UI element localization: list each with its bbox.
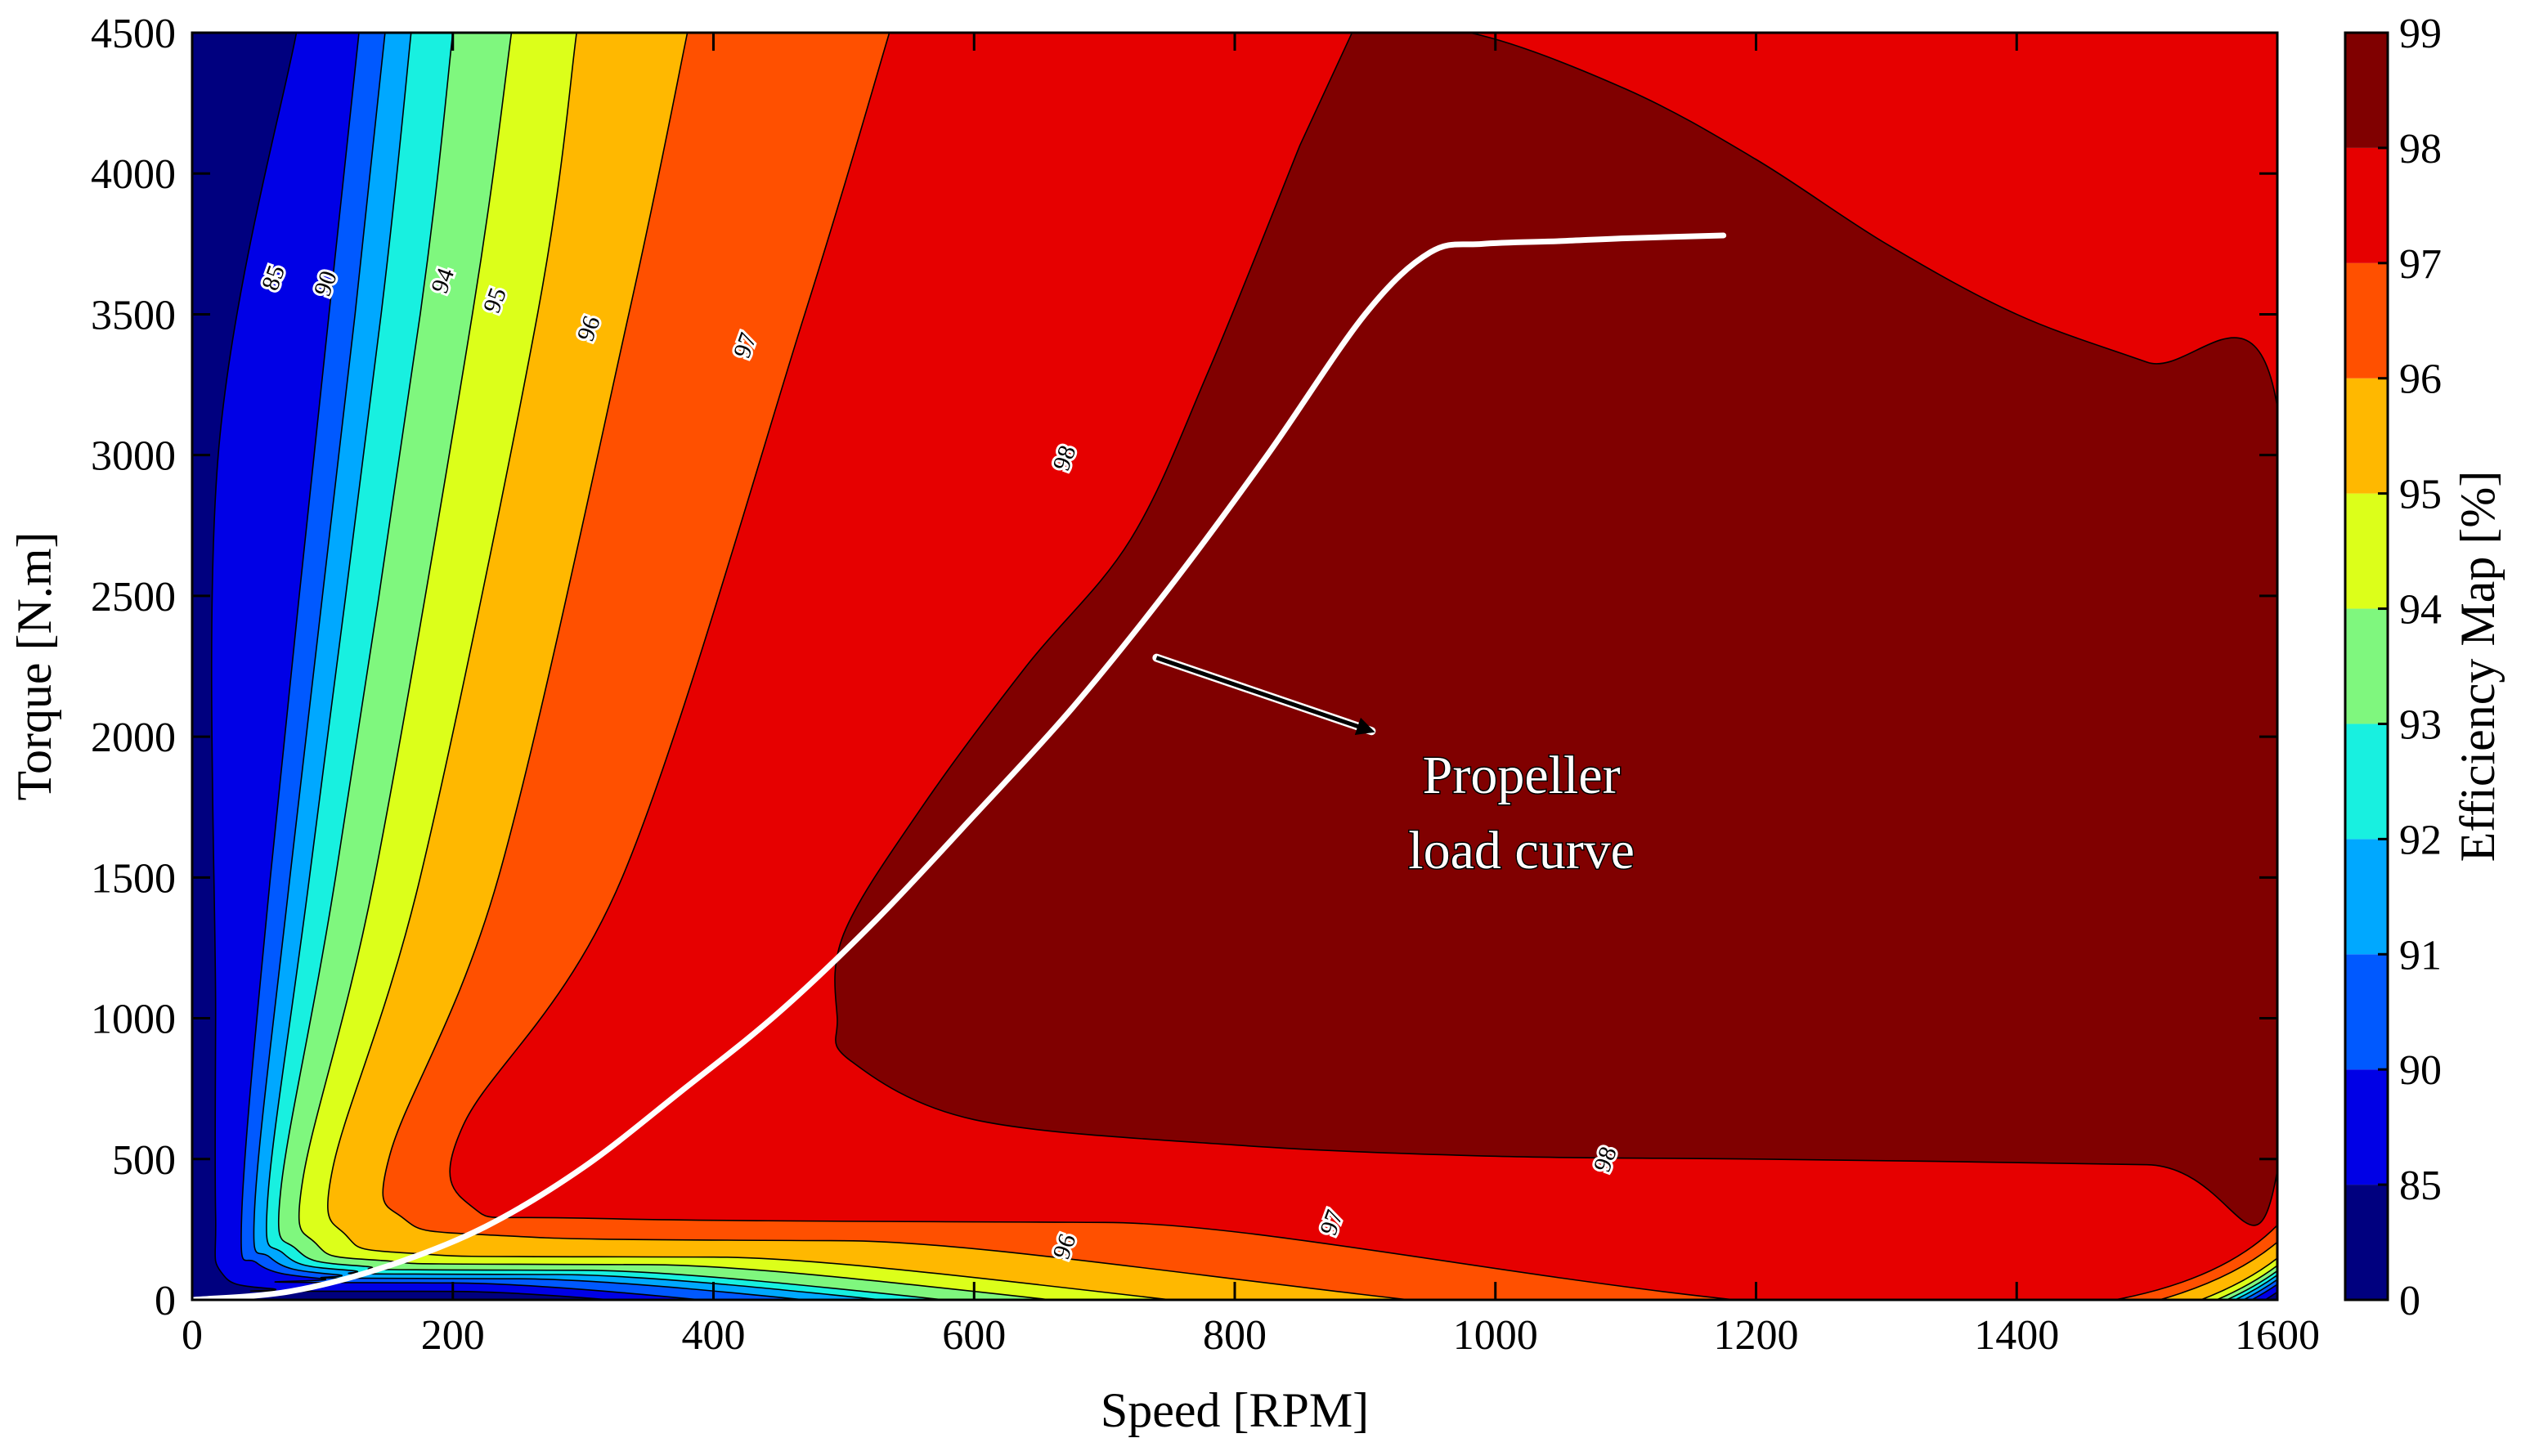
colorbar-swatch [2345, 33, 2388, 148]
x-tick-label: 200 [421, 1312, 485, 1359]
colorbar-tick-label: 94 [2399, 587, 2442, 634]
y-tick-label: 1000 [91, 997, 176, 1043]
y-tick-label: 4000 [91, 151, 176, 198]
colorbar-swatch [2345, 1185, 2388, 1300]
y-axis-label: Torque [N.m] [7, 531, 61, 800]
x-tick-label: 800 [1203, 1312, 1267, 1359]
colorbar-swatch [2345, 608, 2388, 724]
y-tick-label: 3000 [91, 433, 176, 480]
colorbar-tick-label: 99 [2399, 11, 2442, 57]
x-tick-label: 0 [182, 1312, 203, 1359]
x-tick-label: 1600 [2235, 1312, 2320, 1359]
y-tick-label: 1500 [91, 855, 176, 902]
y-tick-label: 3500 [91, 292, 176, 338]
x-tick-label: 600 [942, 1312, 1006, 1359]
x-tick-label: 1000 [1453, 1312, 1538, 1359]
colorbar-swatch [2345, 493, 2388, 609]
colorbar-tick-label: 91 [2399, 932, 2442, 979]
colorbar-swatch [2345, 724, 2388, 840]
annotation: Propeller load curve [1152, 653, 1635, 882]
colorbar-tick-label: 90 [2399, 1047, 2442, 1094]
x-tick-label: 400 [682, 1312, 746, 1359]
colorbar-tick-label: 85 [2399, 1163, 2442, 1209]
colorbar-swatch [2345, 1069, 2388, 1185]
colorbar-tick-label: 0 [2399, 1278, 2420, 1324]
colorbar-tick-label: 92 [2399, 817, 2442, 863]
annotation-arrow [1155, 656, 1375, 736]
x-axis-label: Speed [RPM] [1101, 1383, 1369, 1437]
y-tick-label: 2000 [91, 715, 176, 761]
colorbar-label: Efficiency Map [%] [2451, 471, 2505, 862]
x-tick-label: 1200 [1714, 1312, 1799, 1359]
y-tick-label: 2500 [91, 574, 176, 620]
colorbar-tick-label: 95 [2399, 472, 2442, 518]
colorbar-swatch [2345, 378, 2388, 494]
colorbar: 0 85 90 91 92 93 94 95 96 97 98 99 [2344, 11, 2442, 1324]
colorbar-swatch [2345, 262, 2388, 379]
colorbar-frame [2344, 31, 2389, 1301]
x-axis: 0 200 400 600 800 1000 1200 1400 1600 [182, 33, 2320, 1359]
load-curve-line [189, 232, 1727, 1303]
y-axis: 0 500 1000 1500 2000 2500 3000 3500 4000 4500 [91, 11, 2277, 1324]
colorbar-tick-label: 97 [2399, 241, 2442, 288]
colorbar-tick-label: 98 [2399, 126, 2442, 172]
load-curve-series [189, 232, 1727, 1303]
colorbar-swatch [2345, 954, 2388, 1070]
colorbar-swatch [2345, 839, 2388, 955]
colorbar-swatch [2345, 147, 2388, 263]
colorbar-tick-label: 93 [2399, 701, 2442, 748]
contour-regions [192, 33, 2277, 1300]
y-tick-label: 0 [155, 1278, 176, 1324]
annotation-text: load curve [1408, 821, 1635, 880]
colorbar-tick-label: 96 [2399, 356, 2442, 403]
y-tick-label: 4500 [91, 11, 176, 57]
y-tick-label: 500 [112, 1137, 176, 1184]
contour-region [834, 33, 2277, 1226]
annotation-text: Propeller [1423, 746, 1621, 805]
x-tick-label: 1400 [1974, 1312, 2059, 1359]
